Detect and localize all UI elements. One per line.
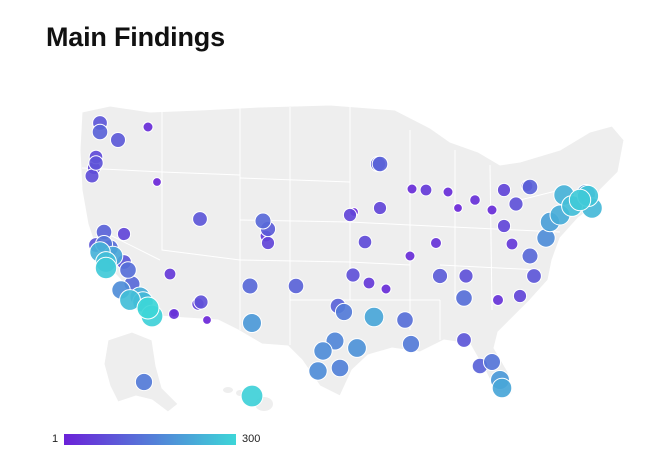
city-point-baton-rouge[interactable] <box>401 334 421 354</box>
city-point-tucson[interactable] <box>202 315 212 325</box>
city-point-santa-fe[interactable] <box>287 277 305 295</box>
map-land <box>79 104 625 413</box>
city-point-chicago-2[interactable] <box>469 194 481 206</box>
city-point-reno[interactable] <box>116 226 132 242</box>
color-legend: 1 300 <box>52 431 272 449</box>
city-point-miami-2[interactable] <box>491 377 513 399</box>
city-point-san-antonio[interactable] <box>308 361 328 381</box>
city-point-pittsburgh[interactable] <box>505 237 519 251</box>
city-point-atlanta[interactable] <box>455 289 473 307</box>
city-point-salt-lake-1[interactable] <box>254 212 272 230</box>
alaska-shape <box>103 331 179 413</box>
city-point-spokane[interactable] <box>142 121 154 133</box>
city-point-la-3[interactable] <box>136 296 160 320</box>
city-point-fresno[interactable] <box>119 261 137 279</box>
city-point-albany[interactable] <box>521 178 539 196</box>
legend-min-label: 1 <box>52 433 59 445</box>
page-title: Main Findings <box>46 22 225 52</box>
city-point-corpus-christi[interactable] <box>363 306 385 328</box>
city-point-salem[interactable] <box>84 168 100 184</box>
city-point-indianapolis[interactable] <box>453 203 463 213</box>
city-point-elko[interactable] <box>192 211 208 227</box>
city-point-milwaukee[interactable] <box>419 183 433 197</box>
city-point-wichita[interactable] <box>345 267 361 283</box>
city-point-austin[interactable] <box>313 341 333 361</box>
city-point-columbus[interactable] <box>486 204 498 216</box>
city-point-memphis[interactable] <box>431 267 449 285</box>
city-point-anchorage[interactable] <box>134 372 154 392</box>
legend-max-label: 300 <box>242 433 261 445</box>
city-point-seattle-2[interactable] <box>110 132 126 148</box>
city-point-new-orleans[interactable] <box>396 311 414 329</box>
city-point-kansas-city[interactable] <box>357 234 373 250</box>
city-point-detroit[interactable] <box>496 182 512 198</box>
city-point-nyc-2[interactable] <box>568 188 592 212</box>
city-point-denver[interactable] <box>342 207 358 223</box>
city-point-seattle-1[interactable] <box>91 123 109 141</box>
city-point-houston-2[interactable] <box>347 338 367 358</box>
city-point-madison[interactable] <box>406 183 418 195</box>
city-point-phoenix-2[interactable] <box>193 294 209 310</box>
state-borders <box>81 105 561 345</box>
city-point-portland-me[interactable] <box>371 155 389 173</box>
city-point-raleigh[interactable] <box>526 268 542 284</box>
city-point-nashville[interactable] <box>458 268 474 284</box>
city-point-des-moines[interactable] <box>404 250 416 262</box>
city-point-san-jose[interactable] <box>94 256 118 280</box>
city-point-omaha[interactable] <box>372 200 388 216</box>
city-point-las-vegas[interactable] <box>163 267 177 281</box>
city-point-tampa[interactable] <box>483 353 501 371</box>
city-point-birmingham[interactable] <box>492 294 504 306</box>
city-point-st-louis[interactable] <box>430 237 442 249</box>
city-point-cleveland[interactable] <box>508 196 524 212</box>
city-point-oklahoma-city[interactable] <box>362 276 376 290</box>
city-point-jacksonville[interactable] <box>456 332 472 348</box>
city-point-chicago-1[interactable] <box>442 186 454 198</box>
city-point-charlotte[interactable] <box>512 288 528 304</box>
city-point-el-paso[interactable] <box>242 313 262 333</box>
city-point-portland-1[interactable] <box>88 155 104 171</box>
legend-gradient-bar <box>64 434 236 445</box>
city-points[interactable] <box>84 115 603 408</box>
city-point-honolulu[interactable] <box>240 384 264 408</box>
city-point-tulsa[interactable] <box>380 283 392 295</box>
city-point-buffalo[interactable] <box>496 218 512 234</box>
city-point-provo[interactable] <box>260 235 276 251</box>
city-point-richmond[interactable] <box>521 247 539 265</box>
city-point-albuquerque[interactable] <box>241 277 259 295</box>
city-point-tucson-2[interactable] <box>168 308 180 320</box>
city-point-dallas-2[interactable] <box>334 302 354 322</box>
city-point-boise[interactable] <box>152 177 162 187</box>
city-point-houston-1[interactable] <box>330 358 350 378</box>
